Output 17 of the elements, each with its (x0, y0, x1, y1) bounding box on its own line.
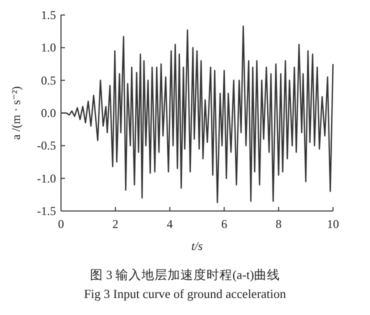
y-tick-label: 1.0 (41, 40, 56, 55)
y-tick-label: 1.5 (41, 8, 56, 22)
x-tick-label: 2 (112, 217, 118, 231)
y-tick-label: -1.0 (37, 171, 56, 186)
y-tick-label: 0.5 (41, 73, 56, 88)
y-tick-label: 0.0 (41, 106, 56, 120)
y-tick-label: -1.5 (37, 204, 56, 218)
x-axis-title: t/s (191, 239, 203, 253)
y-tick-label: -0.5 (37, 138, 56, 153)
x-tick-label: 10 (327, 217, 339, 231)
y-axis-title: a /(m · s⁻²) (9, 86, 23, 140)
x-tick-label: 0 (58, 217, 64, 231)
x-tick-label: 4 (166, 217, 173, 231)
x-tick-label: 6 (221, 217, 228, 231)
caption: Fig 3 Input curve of ground acceleration (84, 287, 287, 301)
x-tick-label: 8 (276, 217, 282, 231)
caption: 图 3 输入地层加速度时程(a-t)曲线 (90, 267, 280, 282)
